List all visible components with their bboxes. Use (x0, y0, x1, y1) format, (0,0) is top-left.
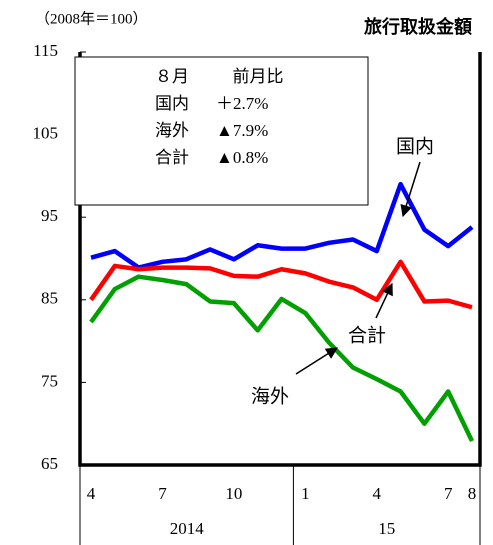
annotation-box (74, 56, 369, 206)
x-tick-label: 7 (158, 484, 167, 503)
unit-label: （2008年＝100） (35, 10, 148, 27)
series-line (89, 274, 475, 443)
box-label: 国内 (155, 94, 189, 113)
x-tick-label: 4 (373, 484, 382, 503)
series-label: 海外 (251, 385, 289, 407)
year-label: 15 (378, 519, 395, 538)
box-header: 前月比 (233, 67, 284, 86)
box-label: 海外 (155, 121, 189, 140)
arrow (295, 347, 339, 375)
y-tick-label: 85 (41, 289, 58, 308)
y-tick-label: 115 (33, 41, 58, 60)
series-label: 合計 (348, 324, 386, 346)
y-tick-label: 95 (41, 206, 58, 225)
year-label: 2014 (170, 519, 205, 538)
arrow (375, 282, 393, 319)
y-tick-label: 65 (41, 454, 58, 473)
box-label: 合計 (155, 148, 189, 167)
x-tick-label: 1 (301, 484, 310, 503)
box-value: ＋2.7% (216, 94, 268, 113)
box-value: ▲0.8% (216, 148, 268, 167)
x-tick-label: 8 (468, 484, 477, 503)
series-line (89, 259, 473, 310)
x-tick-label: 4 (87, 484, 96, 503)
x-tick-label: 10 (225, 484, 242, 503)
arrow (400, 161, 421, 218)
y-tick-label: 105 (33, 124, 59, 143)
box-header: ８月 (155, 67, 189, 86)
y-tick-label: 75 (41, 371, 58, 390)
series-label: 国内 (396, 135, 434, 157)
chart-title: 旅行取扱金額 (364, 16, 472, 38)
axis-frame (78, 52, 482, 467)
x-tick-label: 7 (444, 484, 453, 503)
box-value: ▲7.9% (216, 121, 268, 140)
